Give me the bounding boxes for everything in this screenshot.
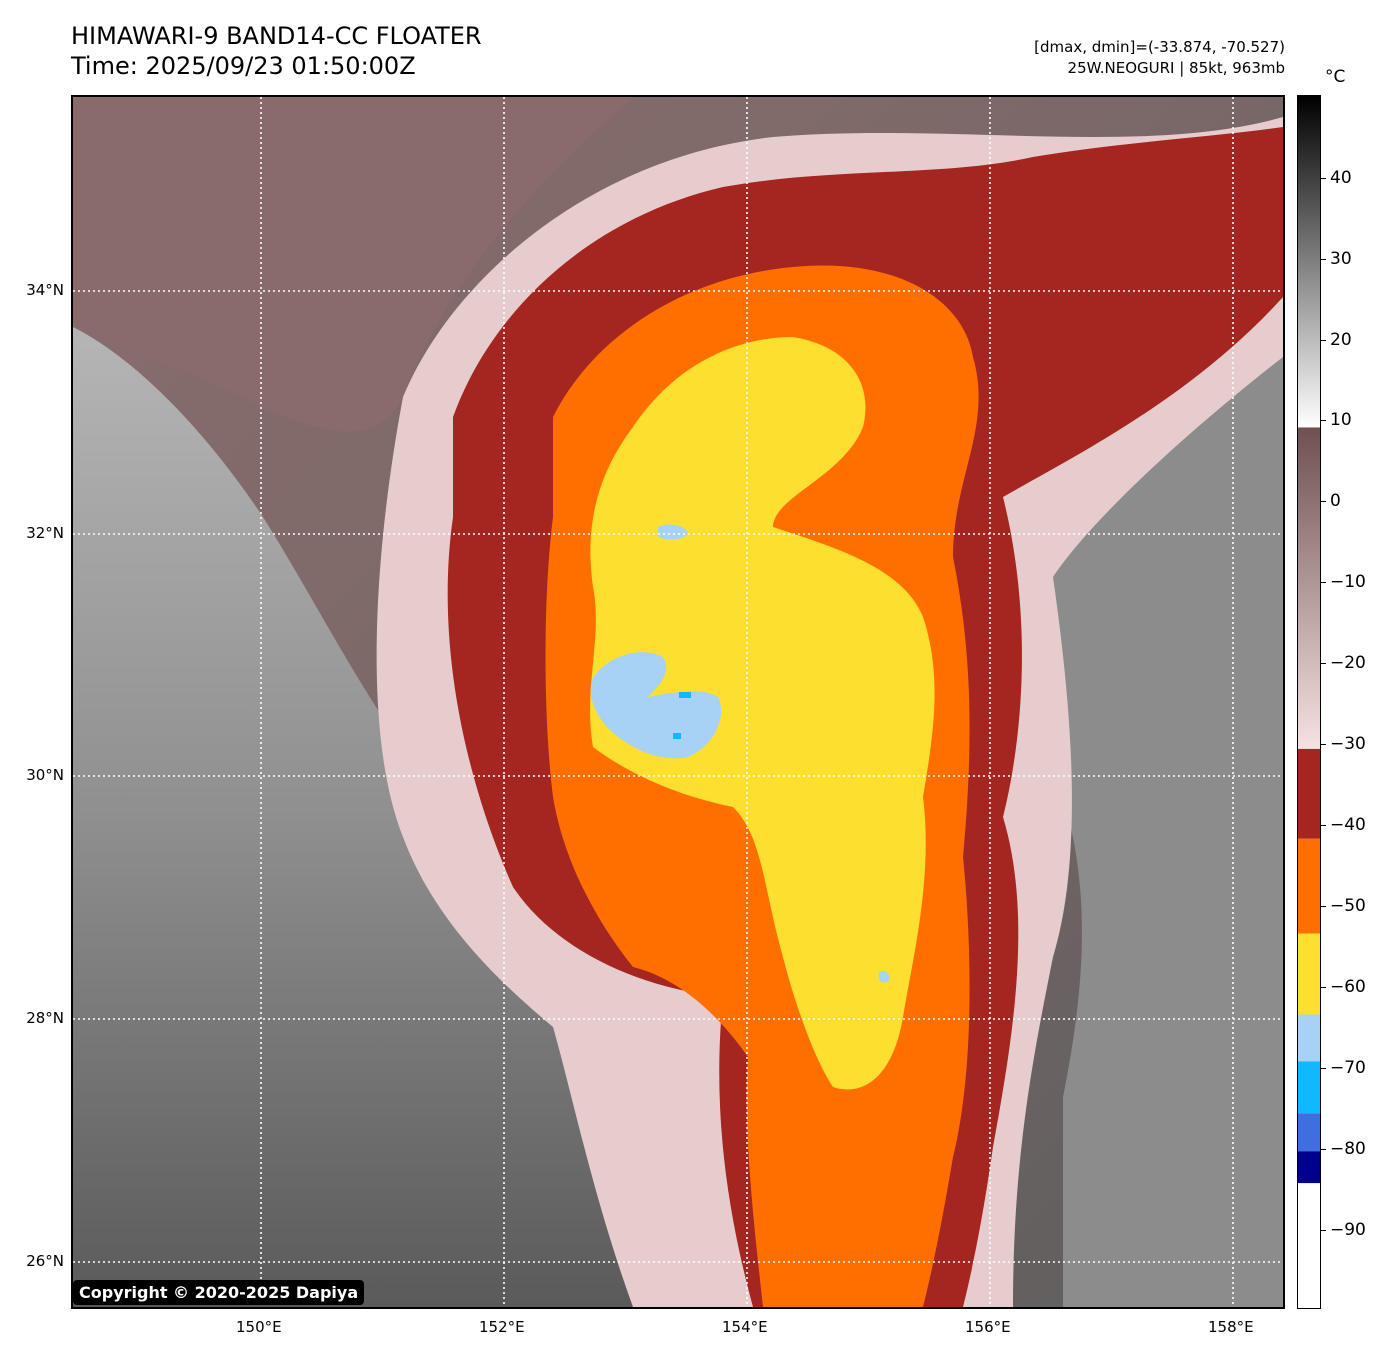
copyright-notice: Copyright © 2020-2025 Dapiya [73,1280,365,1305]
colorbar-label-20: 20 [1330,330,1352,350]
colorbar [1297,95,1321,1309]
cloud-top-yellow [590,337,935,1090]
lon-label-150e: 150°E [236,1318,282,1336]
colorbar-label-10: 10 [1330,410,1352,430]
colorbar-tick [1320,501,1326,502]
clear-sky-region-east [1024,337,1283,1307]
colorbar-tick [1320,420,1326,421]
colorbar-label-30: 30 [1330,249,1352,269]
colorbar-label-minus10: −10 [1330,572,1366,592]
coldest-top-cyan-2 [673,733,681,739]
lon-label-158e: 158°E [1208,1318,1254,1336]
observation-time: Time: 2025/09/23 01:50:00Z [71,52,416,80]
colorbar-label-0: 0 [1330,491,1341,511]
page-title: HIMAWARI-9 BAND14-CC FLOATER [71,22,482,50]
colorbar-tick [1320,744,1326,745]
colorbar-unit: °C [1325,67,1346,87]
satellite-map [71,95,1285,1309]
cold-top-light-blue [590,652,722,759]
storm-info: 25W.NEOGURI | 85kt, 963mb [1067,59,1285,77]
lon-label-152e: 152°E [479,1318,525,1336]
colorbar-tick [1320,825,1326,826]
colorbar-tick [1320,906,1326,907]
gridlines [73,97,1283,1307]
colorbar-label-minus70: −70 [1330,1058,1366,1078]
lon-label-156e: 156°E [965,1318,1011,1336]
data-range-info: [dmax, dmin]=(-33.874, -70.527) [1034,38,1285,56]
upper-left-warm-region [73,97,633,432]
colorbar-tick [1320,582,1326,583]
colorbar-label-minus50: −50 [1330,896,1366,916]
colorbar-label-minus60: −60 [1330,977,1366,997]
colorbar-tick [1320,340,1326,341]
cold-top-light-blue-3 [878,971,890,983]
colorbar-tick [1320,1230,1326,1231]
satellite-image [73,97,1283,1307]
colorbar-tick [1320,178,1326,179]
colorbar-tick [1320,1149,1326,1150]
lat-label-30n: 30°N [26,766,64,784]
lat-label-26n: 26°N [26,1252,64,1270]
colorbar-label-minus90: −90 [1330,1220,1366,1240]
coldest-top-cyan [679,692,691,698]
colorbar-label-40: 40 [1330,168,1352,188]
lon-label-154e: 154°E [722,1318,768,1336]
colorbar-label-minus20: −20 [1330,653,1366,673]
colorbar-label-minus30: −30 [1330,734,1366,754]
colorbar-tick [1320,663,1326,664]
colorbar-label-minus40: −40 [1330,815,1366,835]
cold-top-light-blue-2 [658,524,688,540]
lat-label-28n: 28°N [26,1009,64,1027]
lat-label-32n: 32°N [26,524,64,542]
colorbar-tick [1320,987,1326,988]
colorbar-label-minus80: −80 [1330,1139,1366,1159]
lat-label-34n: 34°N [26,281,64,299]
colorbar-tick [1320,1068,1326,1069]
colorbar-tick [1320,259,1326,260]
